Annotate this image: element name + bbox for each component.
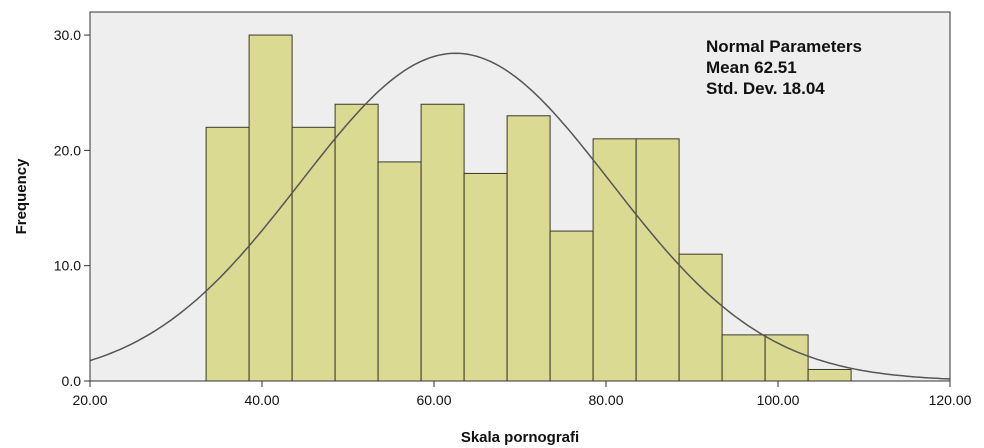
histogram-bar-14 [807,368,852,382]
histogram-bar-10 [635,138,680,382]
histogram-bar-3 [334,103,379,382]
histogram-bar-8 [549,230,594,382]
histogram-bar-4 [377,161,422,382]
x-axis-title: Skala pornografi [461,429,579,446]
bars-group [205,34,852,382]
x-tick-label: 120.00 [929,392,972,408]
histogram-bar-11 [678,253,723,382]
normal-parameters-annotation: Normal Parameters Mean 62.51 Std. Dev. 1… [706,37,862,98]
x-tick-label: 100.00 [757,392,800,408]
normal-curve [89,52,951,380]
histogram-bar-12 [721,334,766,382]
x-tick-label: 80.00 [588,392,623,408]
annotation-title: Normal Parameters [706,37,862,56]
y-axis-title: Frequency [13,158,30,235]
histogram-bar-13 [764,334,809,382]
y-tick-label: 10.0 [54,258,81,274]
annotation-mean: Mean 62.51 [706,58,797,77]
x-tick-label: 20.00 [72,392,107,408]
histogram-bar-9 [592,138,637,382]
y-tick-label: 20.0 [54,142,81,158]
y-tick-label: 0.0 [62,373,82,389]
y-axis: 0.0 10.0 20.0 30.0 [54,27,90,389]
x-axis: 20.00 40.00 60.00 80.00 100.00 120.00 [72,381,972,408]
annotation-sd: Std. Dev. 18.04 [706,79,825,98]
x-tick-label: 40.00 [244,392,279,408]
histogram-bar-1 [248,34,293,382]
y-tick-label: 30.0 [54,27,81,43]
histogram-bar-7 [506,115,551,382]
histogram-bar-2 [291,126,336,382]
histogram-bar-6 [463,172,508,382]
x-tick-label: 60.00 [416,392,451,408]
histogram-bar-5 [420,103,465,382]
plot-frame [89,11,951,382]
